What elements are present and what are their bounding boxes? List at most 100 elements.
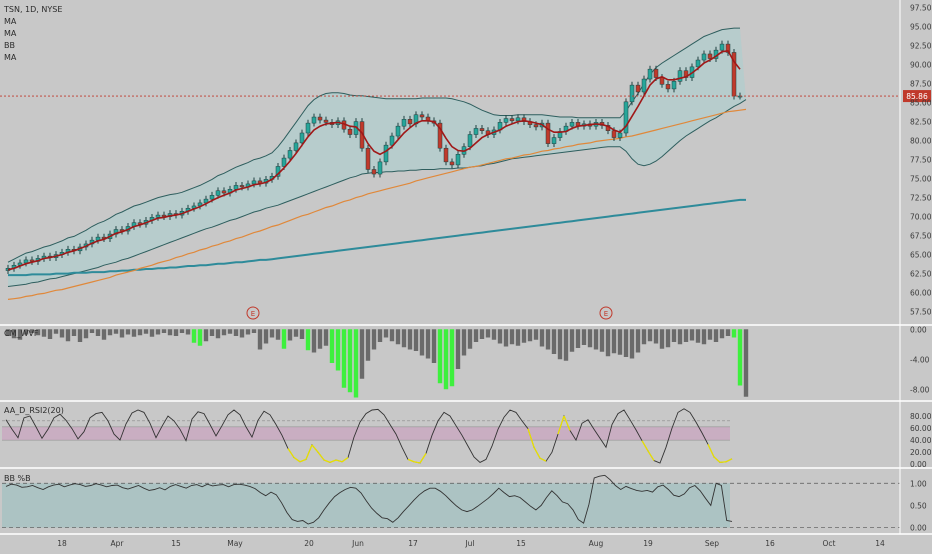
cm-wvf-bar[interactable]: [743, 329, 749, 397]
cm-wvf-bar[interactable]: [479, 329, 485, 339]
rsi-line[interactable]: [5, 408, 733, 464]
cm-wvf-bar[interactable]: [737, 329, 743, 386]
candle[interactable]: [299, 132, 305, 144]
candle[interactable]: [659, 77, 665, 85]
candle[interactable]: [503, 118, 509, 123]
cm-wvf-bar[interactable]: [683, 329, 689, 342]
earnings-marker[interactable]: [246, 306, 260, 320]
cm-wvf-bar[interactable]: [227, 329, 233, 334]
cm-wvf-bar[interactable]: [215, 329, 221, 339]
cm-wvf-bar[interactable]: [587, 329, 593, 348]
candle[interactable]: [287, 150, 293, 159]
cm-wvf-bar[interactable]: [149, 329, 155, 337]
cm-wvf-bar[interactable]: [671, 329, 677, 342]
bollinger-upper-line[interactable]: [7, 27, 740, 263]
cm-wvf-bar[interactable]: [101, 329, 107, 340]
cm-wvf-bar[interactable]: [23, 329, 29, 335]
cm-wvf-bar[interactable]: [287, 329, 293, 341]
candle[interactable]: [509, 118, 515, 122]
cm-wvf-bar[interactable]: [83, 329, 89, 339]
cm-wvf-bar[interactable]: [455, 329, 461, 369]
cm-wvf-bar[interactable]: [431, 329, 437, 363]
cm-wvf-bar[interactable]: [77, 329, 83, 342]
cm-wvf-bar[interactable]: [725, 329, 731, 336]
cm-wvf-bar[interactable]: [359, 329, 365, 379]
cm-wvf-bar[interactable]: [311, 329, 317, 353]
cm-wvf-bar[interactable]: [449, 329, 455, 387]
cm-wvf-bar[interactable]: [497, 329, 503, 344]
earnings-marker[interactable]: [599, 306, 613, 320]
candle[interactable]: [251, 180, 257, 185]
cm-wvf-bar[interactable]: [713, 329, 719, 342]
cm-wvf-bar[interactable]: [191, 329, 197, 343]
candle[interactable]: [635, 84, 641, 93]
cm-wvf-bar[interactable]: [185, 329, 191, 335]
rsi-title[interactable]: AA_D_RSI2(20): [4, 406, 64, 415]
cm-wvf-bar[interactable]: [491, 329, 497, 340]
cm-wvf-bar[interactable]: [503, 329, 509, 347]
candle[interactable]: [155, 214, 161, 218]
cm-wvf-bar[interactable]: [677, 329, 683, 345]
candle[interactable]: [437, 122, 443, 149]
candle[interactable]: [515, 117, 521, 122]
cm-wvf-bar[interactable]: [653, 329, 659, 344]
cm-wvf-bar[interactable]: [467, 329, 473, 349]
bb-percent-b-pane[interactable]: [2, 474, 900, 528]
cm-wvf-bar[interactable]: [293, 329, 299, 337]
ma-long-line[interactable]: [8, 198, 746, 277]
cm-wvf-bar[interactable]: [401, 329, 407, 348]
cm-wvf-bar[interactable]: [623, 329, 629, 357]
cm-wvf-bar[interactable]: [41, 329, 47, 337]
cm-wvf-bar[interactable]: [59, 329, 65, 338]
cm-wvf-bar[interactable]: [107, 329, 113, 336]
cm-wvf-bar[interactable]: [707, 329, 713, 340]
cm-wvf-bar[interactable]: [665, 329, 671, 348]
cm-wvf-bar[interactable]: [329, 329, 335, 363]
price-pane[interactable]: 85.86 E E: [0, 27, 931, 320]
cm-wvf-bar[interactable]: [95, 329, 101, 336]
legend-item-ma-3[interactable]: MA: [4, 53, 17, 62]
cm-wvf-bar[interactable]: [35, 329, 41, 336]
cm-wvf-bar[interactable]: [527, 329, 533, 342]
cm-wvf-bar[interactable]: [17, 329, 23, 340]
cm-wvf-bar[interactable]: [635, 329, 641, 353]
cm-wvf-bar[interactable]: [233, 329, 239, 336]
legend-item-ma-1[interactable]: MA: [4, 17, 17, 26]
cm-wvf-bar[interactable]: [323, 329, 329, 346]
candle[interactable]: [569, 122, 575, 127]
candle[interactable]: [473, 128, 479, 135]
bollinger-lower-line[interactable]: [7, 99, 747, 287]
candle[interactable]: [311, 116, 317, 124]
candle[interactable]: [95, 236, 101, 241]
rsi-pane[interactable]: [2, 408, 733, 464]
bb-percent-b-line[interactable]: [5, 474, 733, 525]
cm-wvf-bar[interactable]: [371, 329, 377, 350]
cm-wvf-bar[interactable]: [617, 329, 623, 355]
legend-item-bb[interactable]: BB: [4, 41, 15, 50]
cm-wvf-bar[interactable]: [521, 329, 527, 343]
cm-wvf-bar[interactable]: [47, 329, 53, 339]
cm-wvf-bar[interactable]: [251, 329, 257, 333]
cm-wvf-bar[interactable]: [641, 329, 647, 345]
cm-wvf-bar[interactable]: [509, 329, 515, 345]
candle[interactable]: [233, 185, 239, 190]
candle[interactable]: [317, 116, 323, 121]
cm-wvf-bar[interactable]: [539, 329, 545, 347]
candle[interactable]: [695, 59, 701, 68]
candle[interactable]: [395, 125, 401, 137]
cm-wvf-bar[interactable]: [305, 329, 311, 351]
cm-wvf-bar[interactable]: [347, 329, 353, 393]
cm-wvf-bar[interactable]: [161, 329, 167, 333]
candle[interactable]: [617, 132, 623, 138]
candle[interactable]: [719, 43, 725, 51]
cm-wvf-bar[interactable]: [419, 329, 425, 356]
candle[interactable]: [305, 122, 311, 134]
cm-wvf-bar[interactable]: [137, 329, 143, 336]
candle[interactable]: [347, 128, 353, 135]
candle[interactable]: [215, 190, 221, 196]
cm-wvf-bar[interactable]: [557, 329, 563, 360]
cm-wvf-bar[interactable]: [341, 329, 347, 388]
cm-wvf-bar[interactable]: [65, 329, 71, 342]
symbol-header[interactable]: TSN, 1D, NYSE: [4, 5, 63, 14]
